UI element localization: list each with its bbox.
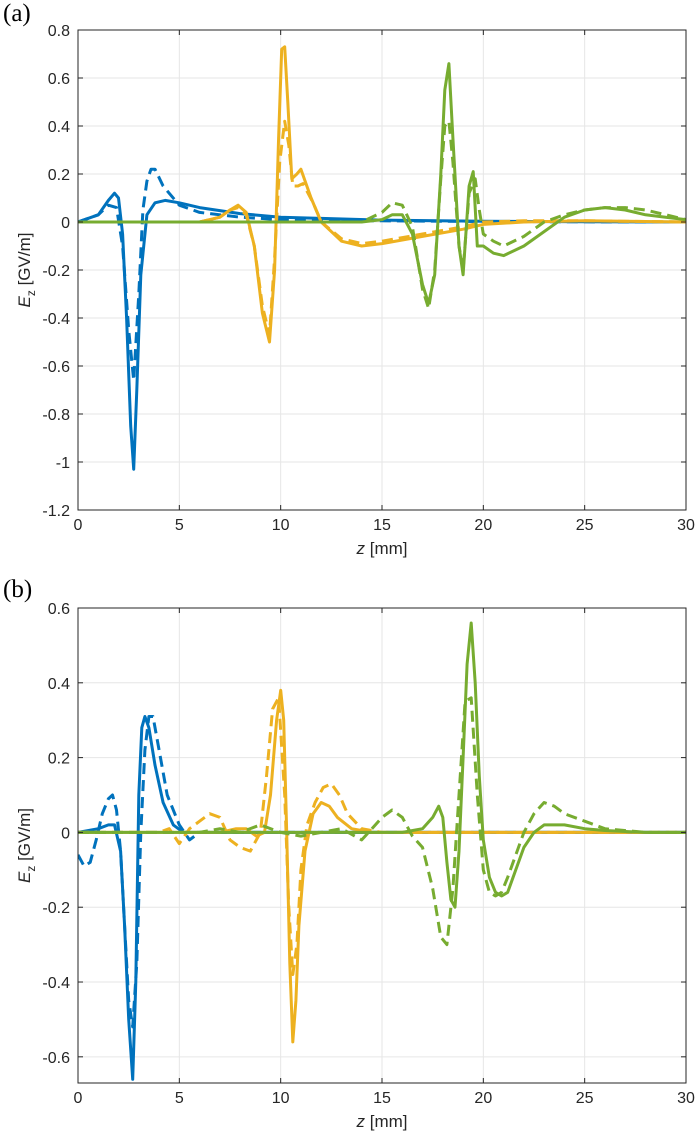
y-tick-label: -0.6 <box>42 359 70 376</box>
y-tick-label: -1.2 <box>42 503 70 520</box>
x-tick-label: 30 <box>677 517 695 534</box>
series-group <box>78 45 686 471</box>
series-line-orange-solid <box>78 688 686 1044</box>
y-tick-label: 0 <box>61 825 70 842</box>
y-tick-label: -0.8 <box>42 407 70 424</box>
grid-lines <box>77 607 687 1083</box>
series-line-green-dashed <box>78 696 686 947</box>
panel-label-b: (b) <box>3 576 33 603</box>
series-line-blue-dashed <box>78 167 686 382</box>
y-axis-label: Ez [GV/m] <box>15 808 38 883</box>
tick-group: 0 5 10 15 20 25 30 -1.2 -1 -0.8 -0.6 -0.4 -0.2 0 0.2 0.… <box>42 23 695 534</box>
panel-label-a: (a) <box>3 0 31 27</box>
x-tick-label: 5 <box>175 517 184 534</box>
tick-group: 0 5 10 15 20 25 30 -0.6 -0.4 -0.2 0 0.2 0.4 0.6 <box>42 601 695 1107</box>
chart-a: 0 5 10 15 20 25 30 -1.2 -1 -0.8 -0.6 -0.4 -0.2 0 0.2 0.… <box>15 23 695 558</box>
figure-panel-b: (b) 0 5 10 15 20 25 30 -0.6 -0.4 -0.2 0 0.2 0.4 0.6 z … <box>0 573 700 1146</box>
x-tick-label: 25 <box>576 517 594 534</box>
y-tick-label: 0 <box>61 215 70 232</box>
x-axis-label: z [mm] <box>356 539 408 558</box>
series-line-blue-dashed <box>78 715 686 1029</box>
y-tick-label: 0.4 <box>48 119 70 136</box>
y-tick-label: -1 <box>56 455 70 472</box>
y-tick-label: 0.8 <box>48 23 70 40</box>
y-tick-label: -0.4 <box>42 311 70 328</box>
y-tick-label: 0.6 <box>48 601 70 618</box>
y-tick-label: -0.6 <box>42 1050 70 1067</box>
chart-b: 0 5 10 15 20 25 30 -0.6 -0.4 -0.2 0 0.2 0.4 0.6 z [mm]… <box>15 601 695 1131</box>
y-tick-label: 0.2 <box>48 167 70 184</box>
series-line-orange-dashed <box>78 696 686 976</box>
y-tick-label: -0.2 <box>42 263 70 280</box>
x-axis-label: z [mm] <box>356 1112 408 1131</box>
y-tick-label: -0.4 <box>42 975 70 992</box>
x-tick-label: 15 <box>373 1090 391 1107</box>
y-tick-label: -0.2 <box>42 900 70 917</box>
x-tick-label: 10 <box>272 517 290 534</box>
series-line-orange-dashed <box>78 119 686 337</box>
y-axis-label: Ez [GV/m] <box>15 233 38 308</box>
y-tick-label: 0.6 <box>48 71 70 88</box>
figure-panel-a: (a) 0 5 10 15 20 25 30 -1.2 -1 -0.8 -0.6 -0.4 -0.2 0 0… <box>3 0 695 558</box>
x-tick-label: 20 <box>474 1090 492 1107</box>
series-group <box>78 621 686 1081</box>
y-tick-label: 0.2 <box>48 751 70 768</box>
x-tick-label: 30 <box>677 1090 695 1107</box>
grid-lines <box>77 29 687 511</box>
x-tick-label: 20 <box>474 517 492 534</box>
x-tick-label: 0 <box>74 1090 83 1107</box>
y-tick-label: 0.4 <box>48 676 70 693</box>
x-tick-label: 25 <box>576 1090 594 1107</box>
series-line-blue-solid <box>78 191 686 471</box>
x-tick-label: 0 <box>74 517 83 534</box>
x-tick-label: 10 <box>272 1090 290 1107</box>
series-line-orange-solid <box>78 45 686 344</box>
x-tick-label: 15 <box>373 517 391 534</box>
series-line-green-solid <box>78 621 686 909</box>
x-tick-label: 5 <box>175 1090 184 1107</box>
